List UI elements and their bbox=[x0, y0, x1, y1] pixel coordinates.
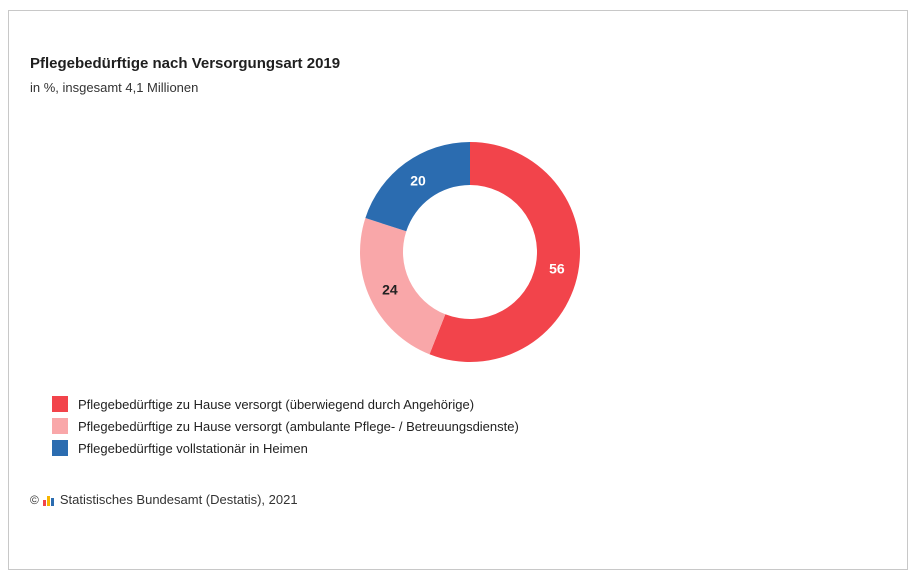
logo-bar bbox=[42, 499, 46, 506]
chart-subtitle: in %, insgesamt 4,1 Millionen bbox=[30, 80, 199, 95]
legend-item: Pflegebedürftige vollstationär in Heimen bbox=[52, 437, 519, 459]
slice-value-label: 20 bbox=[410, 172, 426, 188]
logo-bar bbox=[50, 497, 54, 506]
legend-label: Pflegebedürftige vollstationär in Heimen bbox=[78, 440, 308, 456]
legend-label: Pflegebedürftige zu Hause versorgt (über… bbox=[78, 396, 475, 412]
slice-value-label: 24 bbox=[382, 282, 398, 298]
source-text: Statistisches Bundesamt (Destatis), 2021 bbox=[59, 492, 298, 507]
slice-value-label: 56 bbox=[549, 261, 565, 277]
destatis-logo-icon bbox=[42, 494, 55, 506]
copyright-icon: © bbox=[30, 492, 39, 507]
chart-title: Pflegebedürftige nach Versorgungsart 201… bbox=[30, 55, 341, 72]
legend-label: Pflegebedürftige zu Hause versorgt (ambu… bbox=[78, 418, 519, 434]
legend-swatch bbox=[52, 440, 68, 456]
donut-slice bbox=[360, 218, 446, 355]
legend-item: Pflegebedürftige zu Hause versorgt (ambu… bbox=[52, 415, 519, 437]
donut-chart: 56 24 20 bbox=[360, 142, 581, 363]
legend-swatch bbox=[52, 418, 68, 434]
donut-slice bbox=[429, 142, 581, 363]
legend-item: Pflegebedürftige zu Hause versorgt (über… bbox=[52, 393, 519, 415]
chart-legend: Pflegebedürftige zu Hause versorgt (über… bbox=[52, 393, 519, 459]
legend-swatch bbox=[52, 396, 68, 412]
logo-bar bbox=[46, 495, 50, 506]
source-line: © Statistisches Bundesamt (Destatis), 20… bbox=[30, 492, 298, 507]
donut-slice bbox=[365, 142, 470, 232]
chart-frame bbox=[8, 10, 908, 570]
